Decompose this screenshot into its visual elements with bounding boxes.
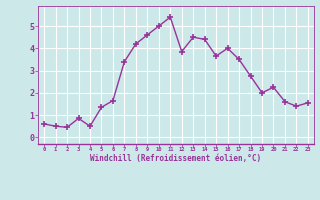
X-axis label: Windchill (Refroidissement éolien,°C): Windchill (Refroidissement éolien,°C) bbox=[91, 154, 261, 163]
